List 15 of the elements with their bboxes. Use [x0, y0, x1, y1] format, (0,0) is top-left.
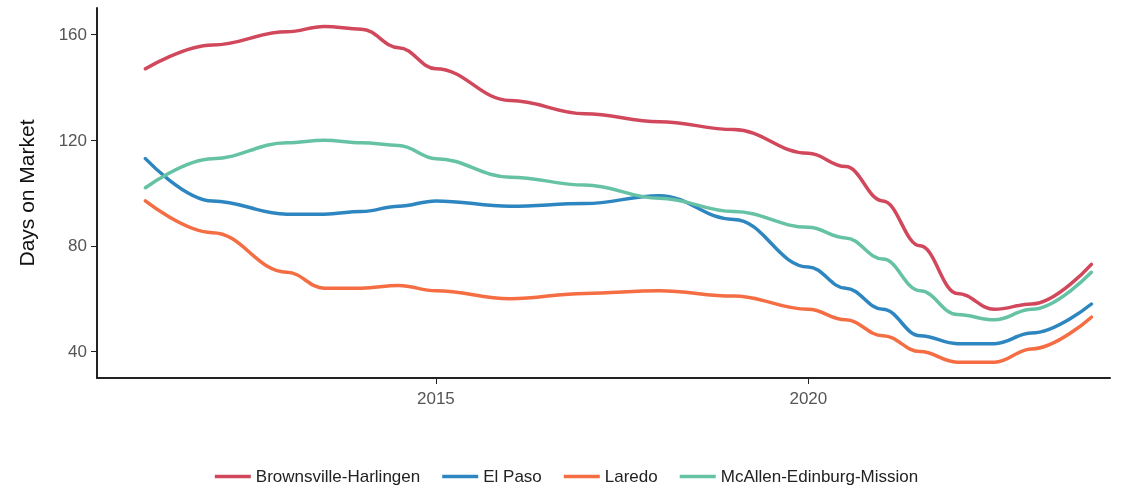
line-series	[143, 138, 1094, 322]
x-tick-label: 2020	[789, 389, 828, 408]
y-tick-label: 40	[68, 342, 87, 362]
line-series	[143, 24, 1094, 312]
y-tick-label: 160	[58, 24, 87, 44]
y-tick-label: 80	[68, 236, 87, 256]
line-series	[143, 199, 1094, 364]
legend-label: McAllen-Edinburg-Mission	[720, 467, 919, 486]
x-tick-label: 2015	[416, 389, 455, 408]
legend-label: El Paso	[483, 467, 542, 486]
y-tick-label: 120	[58, 130, 87, 150]
y-axis-title: Days on Market	[15, 119, 38, 267]
legend-label: Brownsville-Harlingen	[255, 467, 421, 486]
legend-label: Laredo	[604, 467, 658, 486]
line-series	[143, 156, 1094, 346]
